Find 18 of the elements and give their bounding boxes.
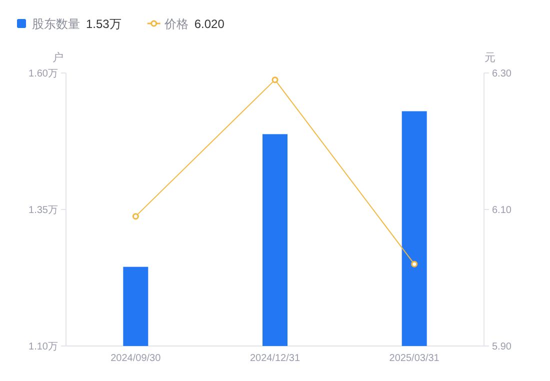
point (411, 260, 418, 268)
x-tick-label: 2025/03/31 (389, 353, 440, 364)
x-tick-label: 2024/09/30 (110, 353, 162, 364)
legend-label: 股东数量 (32, 17, 80, 31)
point (132, 213, 139, 220)
y-axis-title: 户 (52, 51, 64, 64)
y2-axis-title: 元 (484, 52, 496, 64)
y-tick-label: 1.35万 (28, 205, 58, 216)
y2-tick-label: 6.10 (492, 205, 512, 216)
x-tick-label: 2024/12/31 (250, 353, 300, 364)
legend-label: 价格 (163, 17, 188, 31)
y2-tick-label: 5.90 (492, 342, 512, 352)
text: 1.53万 (86, 17, 122, 31)
y-tick-label: 1.60万 (28, 68, 58, 80)
y2-tick-label: 6.30 (492, 68, 512, 80)
y-tick-label: 1.10万 (28, 342, 58, 352)
text: 6.020 (194, 17, 225, 31)
point (272, 76, 278, 84)
